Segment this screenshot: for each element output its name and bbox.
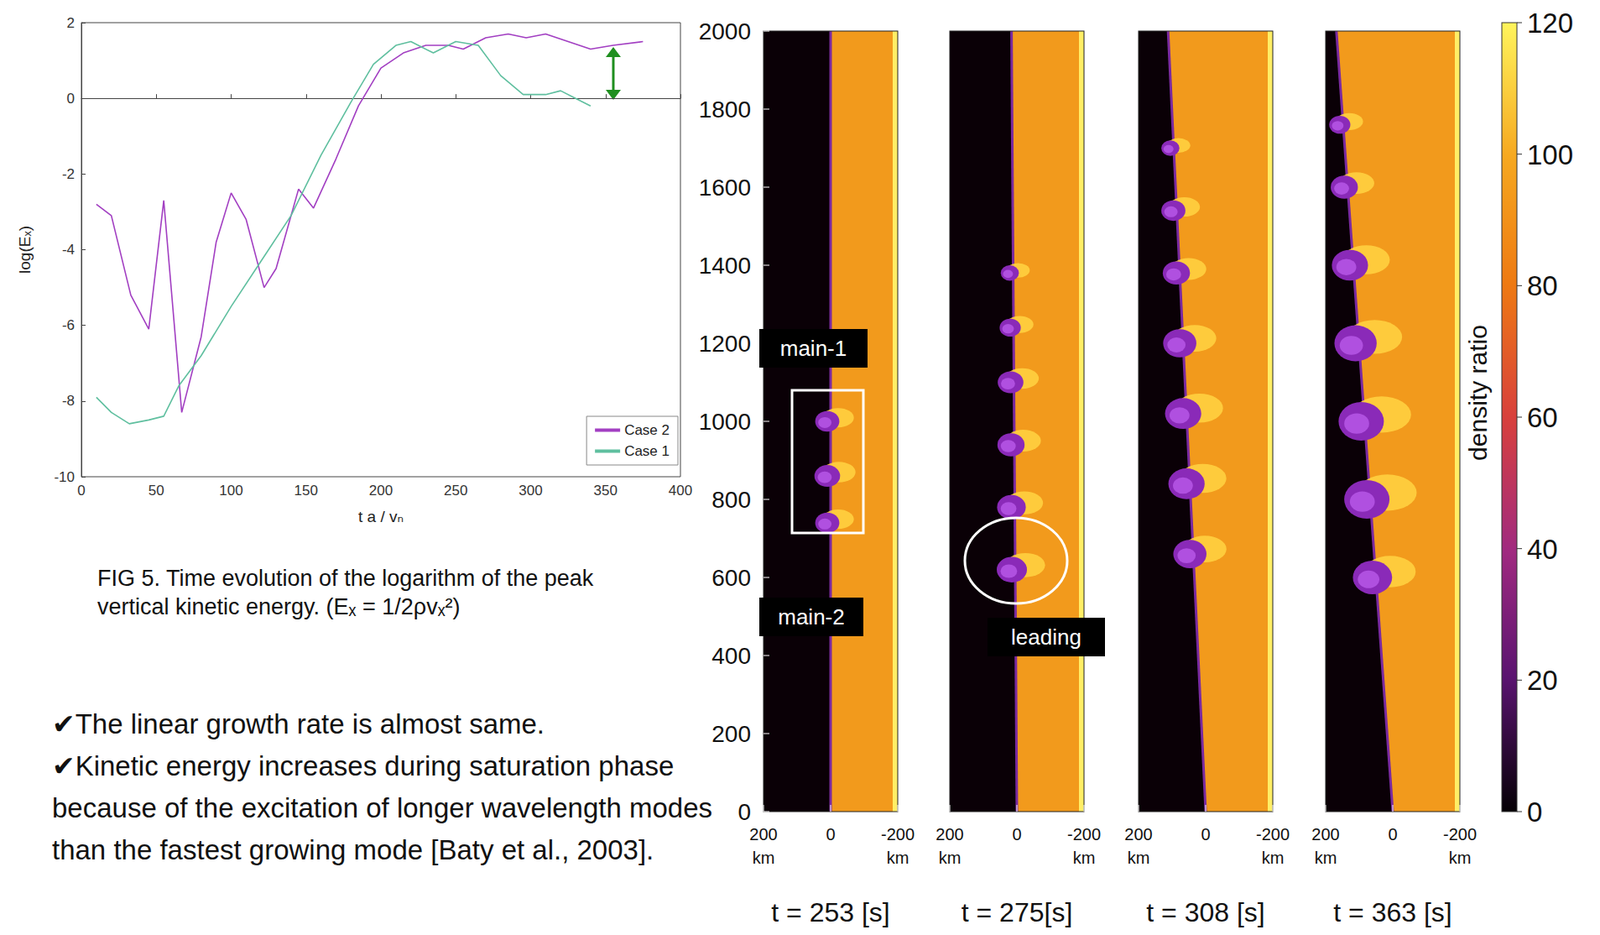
svg-text:-10: -10 [53,469,75,485]
svg-text:200: 200 [749,824,777,844]
svg-text:1600: 1600 [698,174,751,201]
svg-text:800: 800 [711,486,751,513]
svg-text:density ratio: density ratio [1464,324,1492,461]
svg-text:main-2: main-2 [777,604,845,630]
html-text:FIG 5. Time evolution of the l: FIG 5. Time evolution of the logarithm o… [97,565,594,620]
svg-text:km: km [1448,848,1472,867]
svg-text:2: 2 [67,15,75,32]
svg-text:200: 200 [935,824,964,844]
svg-text:-4: -4 [62,241,75,258]
svg-text:km: km [752,848,776,867]
svg-text:t = 363 [s]: t = 363 [s] [1333,896,1452,928]
svg-text:400: 400 [668,482,693,499]
svg-text:-200: -200 [880,824,915,844]
svg-text:main-1: main-1 [780,335,847,361]
svg-text:Case 1: Case 1 [624,442,670,459]
svg-text:200: 200 [1124,824,1152,844]
svg-text:-200: -200 [1443,824,1477,844]
svg-text:t = 253 [s]: t = 253 [s] [771,896,890,928]
svg-text:2000: 2000 [698,18,751,45]
svg-text:Case 2: Case 2 [624,422,670,438]
svg-text:40: 40 [1527,533,1559,565]
svg-text:0: 0 [737,798,751,825]
svg-text:1800: 1800 [698,96,751,123]
html-text:✔Kinetic energy increases duri: ✔Kinetic energy increases during saturat… [52,750,713,866]
svg-text:-6: -6 [62,317,75,334]
svg-text:0: 0 [77,482,85,499]
svg-text:log(Eₓ): log(Eₓ) [15,225,34,274]
svg-text:1000: 1000 [698,408,751,435]
svg-text:0: 0 [1200,824,1210,844]
svg-text:leading: leading [1011,624,1082,650]
svg-text:1200: 1200 [698,330,751,357]
svg-text:0: 0 [1387,824,1397,844]
svg-text:0: 0 [825,824,835,844]
svg-text:km: km [1127,848,1151,867]
svg-text:t = 308 [s]: t = 308 [s] [1146,896,1265,928]
svg-text:km: km [886,848,910,867]
svg-text:t = 275[s]: t = 275[s] [961,896,1074,928]
svg-text:-200: -200 [1256,824,1290,844]
svg-text:0: 0 [1011,824,1022,844]
svg-text:km: km [1261,848,1285,867]
svg-text:200: 200 [369,482,393,499]
svg-text:0: 0 [1527,796,1543,828]
svg-text:80: 80 [1527,270,1559,302]
svg-text:-200: -200 [1067,824,1101,844]
svg-text:200: 200 [1311,824,1340,844]
svg-text:350: 350 [594,482,618,499]
svg-text:200: 200 [711,720,751,747]
svg-text:600: 600 [711,564,751,591]
svg-text:100: 100 [218,482,243,499]
svg-text:400: 400 [711,642,751,669]
svg-text:t a / vₙ: t a / vₙ [358,507,404,526]
svg-text:-8: -8 [62,392,75,409]
html-text:✔The linear growth rate is alm: ✔The linear growth rate is almost same. [52,708,545,740]
svg-text:300: 300 [518,482,543,499]
svg-text:1400: 1400 [698,252,751,279]
svg-text:50: 50 [148,482,165,499]
svg-text:250: 250 [443,482,468,499]
svg-text:60: 60 [1527,401,1559,433]
svg-text:120: 120 [1527,7,1574,39]
svg-text:20: 20 [1527,664,1559,696]
svg-text:150: 150 [294,482,318,499]
svg-text:km: km [1073,848,1096,867]
svg-text:-2: -2 [62,166,75,183]
svg-text:100: 100 [1527,139,1574,171]
svg-text:km: km [938,848,962,867]
svg-text:0: 0 [67,90,75,107]
svg-text:km: km [1314,848,1338,867]
